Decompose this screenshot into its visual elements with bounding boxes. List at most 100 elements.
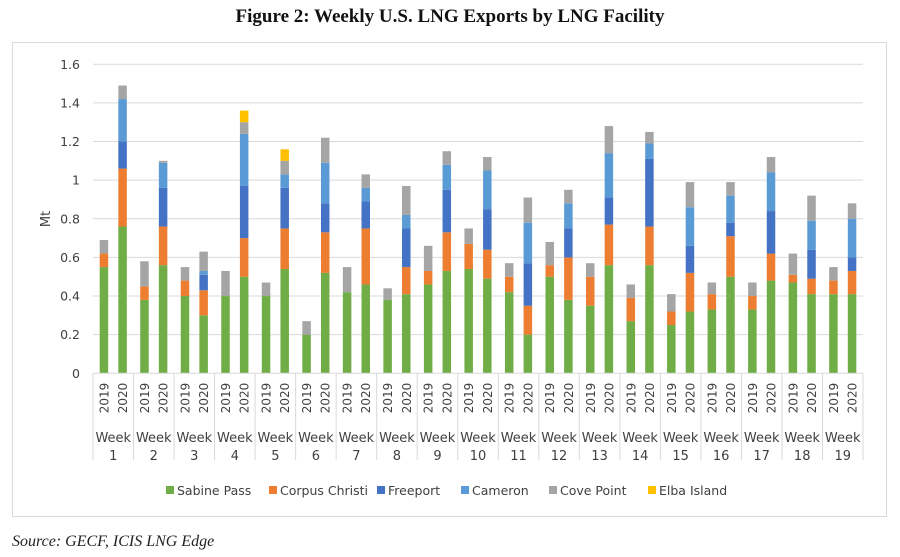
bar-segment (545, 265, 554, 277)
bar-segment (383, 288, 392, 300)
bar-segment (464, 243, 473, 270)
y-axis-label: Mt (39, 211, 54, 227)
bar-segment (604, 224, 614, 266)
bar-segment (788, 274, 798, 283)
bar-segment (280, 269, 289, 374)
bar-segment (604, 153, 614, 198)
x-group-label: Week (258, 431, 294, 446)
bar-segment (726, 236, 735, 277)
bar-segment (320, 137, 330, 163)
x-group-number: 14 (632, 449, 649, 464)
x-year-label: 2020 (238, 383, 252, 414)
bar-segment (442, 270, 452, 374)
x-group-label: Week (622, 431, 658, 446)
bar-segment (442, 164, 452, 190)
bar-segment (402, 228, 411, 268)
bar-segment (239, 276, 249, 374)
x-year-label: 2019 (543, 383, 557, 414)
bar-segment (788, 282, 798, 374)
legend-swatch (377, 486, 385, 494)
x-group-number: 11 (510, 449, 527, 464)
x-year-label: 2020 (440, 383, 454, 414)
x-year-label: 2019 (624, 383, 638, 414)
bar-segment (280, 149, 289, 161)
bar-segment (99, 267, 109, 374)
x-group-number: 4 (231, 449, 239, 464)
bar-segment (118, 168, 127, 227)
x-group-number: 7 (352, 449, 360, 464)
bar-segment (280, 160, 289, 175)
x-group-label: Week (744, 431, 780, 446)
bar-segment (402, 185, 411, 215)
bar-segment (766, 280, 776, 374)
bar-segment (847, 218, 857, 258)
bar-segment (483, 170, 492, 210)
bar-segment (766, 172, 776, 212)
bar-segment (523, 263, 533, 306)
x-group-number: 19 (834, 449, 851, 464)
y-axis-ticks: 0 0.2 0.4 0.6 0.8 1 1.2 1.4 1.6 (60, 57, 80, 381)
bar-segment (807, 294, 816, 374)
bar-segment (483, 209, 492, 250)
y-tick-label: 0.8 (60, 211, 80, 226)
bar-segment (383, 299, 392, 374)
bar-segment (545, 276, 554, 374)
bar-segment (302, 334, 311, 374)
bar-segment (626, 321, 636, 374)
x-group-label: Week (825, 431, 861, 446)
bar-segment (361, 201, 370, 229)
bar-segment (748, 282, 757, 297)
x-group-label: Week (703, 431, 739, 446)
bar-segment (199, 274, 208, 291)
legend: Sabine Pass Corpus Christi Freeport Cameron… (166, 483, 727, 498)
x-group-number: 8 (393, 449, 401, 464)
bar-segment (667, 311, 676, 326)
bar-segment (280, 174, 289, 188)
bar-segment (280, 187, 289, 229)
x-year-label: 2020 (359, 383, 373, 414)
bar-segment (564, 257, 573, 300)
x-group-number: 6 (312, 449, 320, 464)
bar-segment (564, 203, 573, 229)
x-year-label: 2019 (260, 383, 274, 414)
bar-segment (402, 267, 411, 295)
bar-segment (280, 228, 289, 270)
x-year-label: 2019 (665, 383, 679, 414)
bar-segment (645, 226, 654, 266)
bar-segment (302, 321, 311, 335)
bar-segment (667, 325, 676, 374)
legend-item: Elba Island (648, 483, 727, 498)
bar-segment (645, 131, 654, 144)
x-axis: 2019 2020 Week 1 2019 2020 Week 2 2019 2020 Week 3 2… (92, 372, 864, 464)
bar-segment (707, 309, 717, 374)
bar-segment (748, 309, 757, 374)
bar-segment (118, 99, 127, 142)
figure-title: Figure 2: Weekly U.S. LNG Exports by LNG… (235, 6, 665, 27)
x-year-label: 2019 (827, 383, 841, 414)
legend-swatch (648, 486, 656, 494)
y-tick-label: 0.2 (60, 327, 80, 342)
x-group-number: 13 (591, 449, 608, 464)
x-year-label: 2020 (521, 383, 535, 414)
x-year-label: 2020 (197, 383, 211, 414)
bar-segment (442, 151, 452, 165)
legend-item: Freeport (377, 483, 440, 498)
bar-segment (645, 158, 654, 227)
bar-segment (667, 294, 676, 312)
x-year-label: 2019 (584, 383, 598, 414)
bar-segment (604, 265, 614, 374)
x-year-label: 2020 (683, 383, 697, 414)
y-tick-label: 0.6 (60, 250, 80, 265)
x-year-label: 2020 (724, 383, 738, 414)
legend-swatch (166, 486, 174, 494)
bar-segment (118, 85, 127, 100)
bar-segment (847, 294, 857, 374)
bar-segment (158, 265, 168, 374)
bar-segment (766, 211, 776, 254)
bar-segment (504, 276, 514, 293)
bar-segment (158, 226, 168, 266)
bar-segment (221, 296, 230, 374)
x-group-label: Week (582, 431, 618, 446)
bar-segment (361, 284, 370, 374)
